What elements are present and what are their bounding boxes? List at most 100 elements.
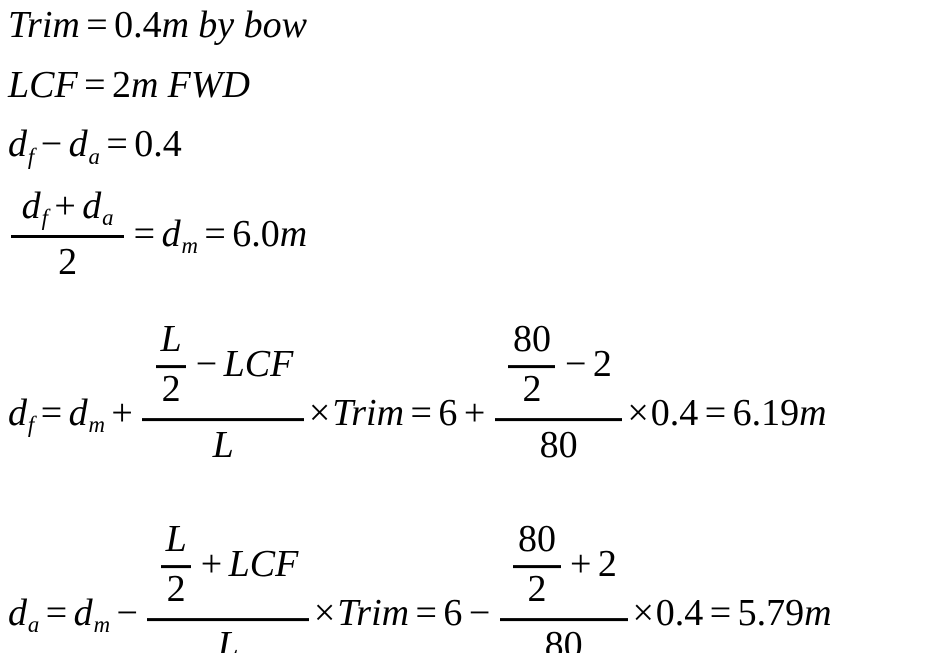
value-80: 80 <box>518 517 556 560</box>
fraction-L-over-2: L 2 <box>161 518 192 612</box>
minus-sign: − <box>195 342 218 385</box>
equals-sign: = <box>106 123 128 166</box>
aft-draft-result: 5.79 <box>737 591 805 634</box>
lcf-direction-note: FWD <box>167 63 250 106</box>
fraction-80-over-2: 80 2 <box>508 318 556 412</box>
value-80: 80 <box>512 317 551 360</box>
equals-sign: = <box>204 212 226 255</box>
variable-lcf: LCF <box>8 63 78 106</box>
trim-value: 0.4 <box>114 4 162 46</box>
unit-m: m <box>279 212 308 255</box>
variable-lcf: LCF <box>228 542 299 585</box>
minus-sign: − <box>116 591 138 634</box>
variable-d: d <box>68 391 88 434</box>
denominator: L <box>142 417 304 468</box>
denominator: 80 <box>499 617 628 653</box>
numerator: L <box>161 518 191 565</box>
variable-d: d <box>73 591 93 634</box>
variable-d: d <box>82 185 102 228</box>
lcf-value: 2 <box>592 342 612 385</box>
equation-trim: Trim = 0.4 m by bow <box>8 4 937 48</box>
minus-sign: − <box>564 342 587 385</box>
fraction-80-over-2: 80 2 <box>513 518 561 612</box>
forward-draft-result: 6.19 <box>732 391 800 434</box>
unit-m: m <box>161 4 190 46</box>
difference-value: 0.4 <box>134 123 182 166</box>
trim-value: 0.4 <box>655 591 704 634</box>
mean-draft-value: 6.0 <box>232 212 280 255</box>
equation-lcf: LCF = 2 m FWD <box>8 64 937 108</box>
variable-trim: Trim <box>332 391 405 434</box>
variable-d: d <box>68 123 88 166</box>
numerator: 80 2 − 2 <box>495 318 623 418</box>
lcf-value: 2 <box>597 542 617 585</box>
equation-aft-draft: d a = d m − L 2 + LCF L × <box>8 518 937 653</box>
mean-value: 6 <box>443 591 463 634</box>
plus-sign: + <box>54 185 76 228</box>
numerator: 80 2 + 2 <box>500 518 628 618</box>
variable-L: L <box>212 423 234 466</box>
numerator: d f + d a <box>21 185 114 231</box>
denominator-2: 2 <box>166 568 186 611</box>
variable-d: d <box>161 212 181 255</box>
variable-trim: Trim <box>8 4 80 46</box>
fraction-symbolic: L 2 + LCF L <box>147 518 309 653</box>
trim-direction-note: by bow <box>198 4 307 46</box>
plus-sign: + <box>463 391 486 434</box>
denominator: 80 <box>494 417 623 468</box>
fraction-numeric: 80 2 + 2 80 <box>499 518 628 653</box>
equals-sign: = <box>133 212 156 255</box>
equals-sign: = <box>410 391 432 434</box>
times-sign: × <box>308 391 331 434</box>
unit-m: m <box>131 63 159 106</box>
plus-sign: + <box>570 542 592 585</box>
denominator: 2 <box>11 234 125 285</box>
numerator: 80 <box>508 318 555 365</box>
equals-sign: = <box>40 391 63 434</box>
equals-sign: = <box>709 591 732 634</box>
variable-L: L <box>160 317 182 360</box>
equals-sign: = <box>86 4 108 46</box>
plus-sign: + <box>200 542 223 585</box>
denominator: 2 <box>513 565 561 612</box>
times-sign: × <box>313 591 336 634</box>
denominator-2: 2 <box>527 568 547 611</box>
variable-d: d <box>8 591 27 634</box>
denominator-2: 2 <box>161 368 181 411</box>
times-sign: × <box>632 591 654 634</box>
equals-sign: = <box>415 591 437 634</box>
equation-mean-draft: d f + d a 2 = d m = 6.0 m <box>8 185 937 284</box>
equals-sign: = <box>84 63 106 106</box>
variable-L: L <box>165 517 187 560</box>
variable-lcf: LCF <box>223 342 294 385</box>
equation-forward-draft: d f = d m + L 2 − LCF L × <box>8 317 827 468</box>
denominator: 2 <box>156 365 187 412</box>
equation-draft-difference: d f − d a = 0.4 <box>8 123 182 169</box>
unit-m: m <box>804 591 832 634</box>
denominator: L <box>147 617 309 653</box>
denominator: 2 <box>161 565 192 612</box>
minus-sign: − <box>468 591 491 634</box>
equals-sign: = <box>45 591 68 634</box>
numerator: L <box>156 318 186 365</box>
fraction-mean-draft: d f + d a 2 <box>11 185 125 285</box>
equals-sign: = <box>704 391 727 434</box>
fraction-numeric: 80 2 − 2 80 <box>494 318 623 468</box>
value-80: 80 <box>544 623 583 653</box>
numerator: L 2 − LCF <box>142 318 304 418</box>
denominator-2: 2 <box>522 368 542 411</box>
variable-L: L <box>217 623 239 653</box>
plus-sign: + <box>111 391 133 434</box>
value-80: 80 <box>539 423 578 466</box>
variable-trim: Trim <box>337 591 410 634</box>
variable-d: d <box>8 391 27 434</box>
minus-sign: − <box>40 123 63 166</box>
numerator: 80 <box>513 518 560 565</box>
variable-d: d <box>8 123 27 166</box>
mean-value: 6 <box>438 391 458 434</box>
unit-m: m <box>799 391 827 434</box>
lcf-value: 2 <box>112 63 132 106</box>
fraction-L-over-2: L 2 <box>156 318 187 412</box>
variable-d: d <box>21 185 41 228</box>
